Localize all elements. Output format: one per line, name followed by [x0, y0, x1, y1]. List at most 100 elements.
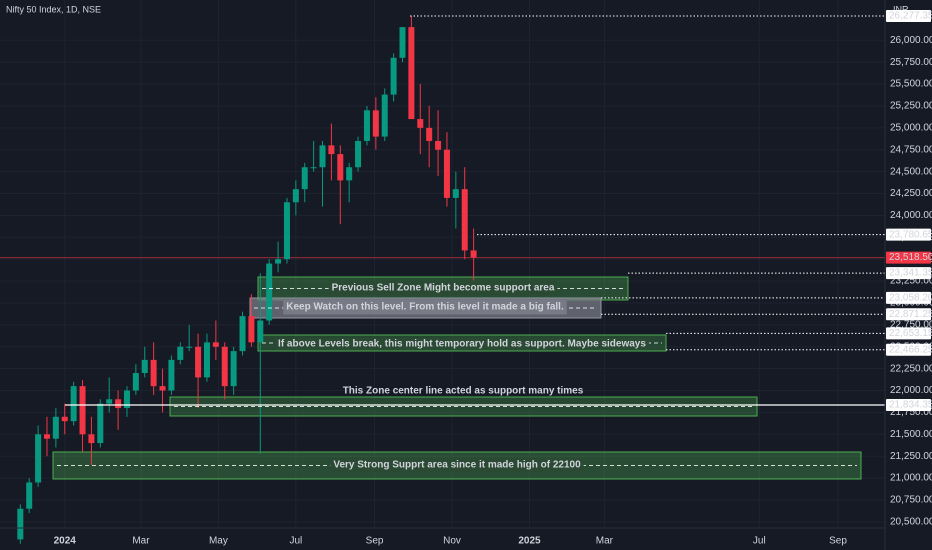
candle-body	[426, 127, 433, 141]
candle-body	[248, 316, 255, 343]
level-label-box	[886, 9, 931, 22]
candle-body	[408, 27, 415, 120]
x-tick-label: Jul	[289, 536, 302, 547]
candle-body	[195, 346, 202, 378]
candle-body	[346, 167, 353, 181]
annotation-background	[330, 457, 584, 473]
candle-body	[443, 149, 450, 198]
zone-annotation: Keep Watch on this level. From this leve…	[286, 302, 564, 313]
level-label-box	[886, 343, 931, 356]
zone-annotation: Very Strong Supprt area since it made hi…	[333, 460, 581, 471]
zone-annotation: This Zone center line acted as support m…	[343, 386, 584, 397]
candle-body	[177, 346, 184, 360]
candle-body	[26, 482, 33, 509]
candle-body	[310, 167, 317, 169]
y-tick-label: 25,000.00	[890, 122, 932, 133]
level-label-box	[886, 327, 931, 340]
candle-body	[283, 202, 290, 260]
candle-body	[461, 189, 468, 251]
x-tick-label: 2025	[518, 536, 541, 547]
candle-body	[435, 140, 442, 150]
x-tick-label: Nov	[443, 536, 461, 547]
y-tick-label: 21,000.00	[890, 473, 932, 484]
y-tick-label: 20,500.00	[890, 517, 932, 528]
y-tick-label: 24,750.00	[890, 144, 932, 155]
annotation-background	[283, 299, 567, 315]
candle-body	[221, 346, 228, 387]
level-label: 23,341.35	[889, 268, 932, 279]
candle-body	[79, 386, 86, 435]
y-tick-label: 22,000.00	[890, 385, 932, 396]
candle-body	[257, 320, 264, 343]
candle-body	[470, 250, 477, 258]
candle-body	[123, 390, 130, 409]
y-tick-label: 21,500.00	[890, 429, 932, 440]
candle-body	[372, 110, 379, 137]
candle-body	[337, 154, 344, 181]
level-label-box	[886, 291, 931, 304]
y-tick-label: 21,250.00	[890, 451, 932, 462]
x-tick-label: Mar	[596, 536, 614, 547]
candle-body	[141, 359, 148, 374]
y-tick-label: 24,250.00	[890, 188, 932, 199]
currency: INR	[893, 4, 909, 14]
y-tick-label: 23,250.00	[890, 276, 932, 287]
candle-body	[399, 27, 406, 58]
x-tick-label: Sep	[829, 536, 847, 547]
level-label: 21,834.35	[889, 400, 932, 411]
y-tick-label: 26,000.00	[890, 35, 932, 46]
last-price-box	[886, 251, 931, 264]
candle-body	[97, 403, 104, 444]
candle-body	[132, 373, 139, 391]
level-label-box	[886, 228, 931, 241]
level-label: 22,466.25	[889, 344, 932, 355]
y-tick-label: 22,750.00	[890, 319, 932, 330]
candle-body	[203, 342, 210, 378]
candle-body	[363, 110, 370, 141]
level-label: 23,780.65	[889, 229, 932, 240]
level-label: 23,058.20	[889, 293, 932, 304]
x-tick-label: May	[209, 536, 228, 547]
candle-body	[417, 119, 424, 128]
candle-body	[275, 259, 282, 264]
candle-body	[381, 94, 388, 137]
candle-body	[452, 189, 459, 198]
candle-body	[212, 342, 219, 347]
level-label: 22,653.15	[889, 328, 932, 339]
candle-body	[292, 189, 299, 203]
candle-body	[168, 359, 175, 391]
candle-body	[70, 386, 77, 422]
zone-annotation: Previous Sell Zone Might become support …	[332, 283, 555, 294]
level-label-box	[886, 308, 931, 321]
annotation-background	[275, 338, 649, 350]
candle-body	[328, 145, 335, 155]
candle-body	[43, 434, 50, 439]
overlay: Previous Sell Zone Might become support …	[57, 15, 885, 473]
level-label-box	[886, 267, 931, 280]
candle-body	[390, 57, 397, 95]
candle-body	[150, 359, 157, 387]
y-tick-label: 25,750.00	[890, 57, 932, 68]
y-tick-label: 21,750.00	[890, 407, 932, 418]
candle-body	[52, 416, 59, 439]
plot	[17, 16, 477, 544]
level-label-box	[886, 399, 931, 412]
y-tick-label: 22,250.00	[890, 363, 932, 374]
last-price-label: 23,518.50	[889, 252, 932, 263]
y-tick-label: 24,000.00	[890, 210, 932, 221]
annotation-background	[328, 280, 558, 296]
candle-body	[88, 434, 95, 444]
candle-body	[301, 167, 308, 190]
x-tick-label: Jul	[753, 536, 766, 547]
level-label: 26,277.35	[889, 11, 932, 22]
candle-body	[355, 140, 362, 168]
candle-body	[230, 351, 237, 387]
x-tick-label: Mar	[132, 536, 150, 547]
candle-body	[159, 386, 166, 391]
candle-body	[319, 145, 326, 168]
candle-body	[61, 416, 68, 422]
level-label: 22,871.25	[889, 309, 932, 320]
x-tick-label: 2024	[54, 536, 77, 547]
zone-annotation: If above Levels break, this might tempor…	[278, 339, 646, 350]
